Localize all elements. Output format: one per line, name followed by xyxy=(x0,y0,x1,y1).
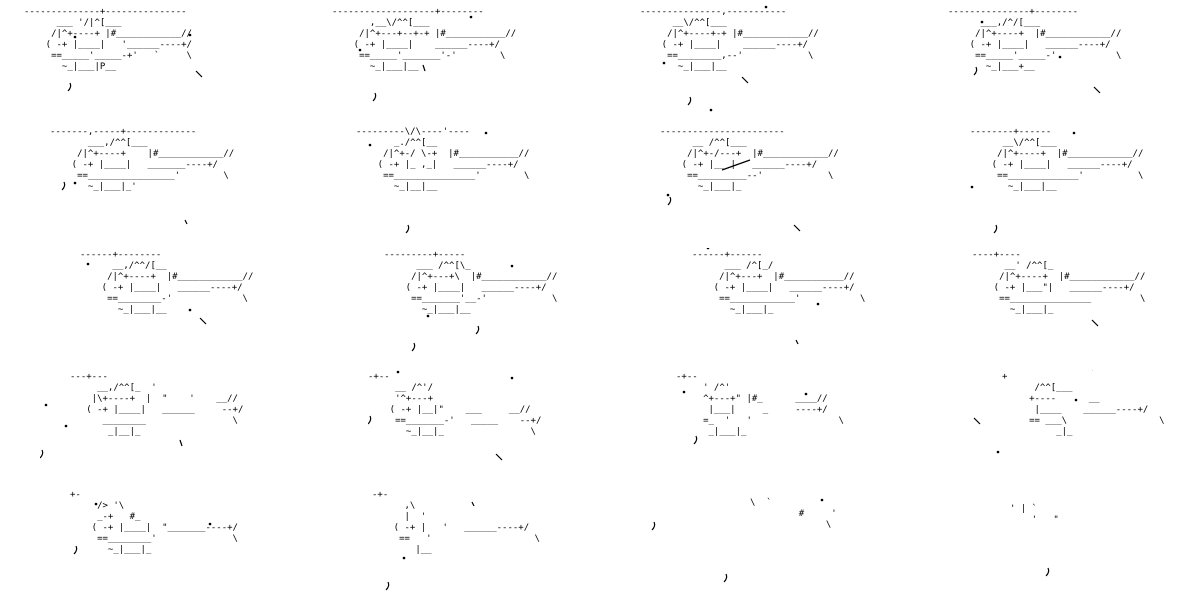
helicopter-frame-16: + /^^[___ +---- __ |____ ______----+/ ==… xyxy=(972,370,1200,490)
helicopter-frame-19: \ ` # ' \ xyxy=(650,490,950,600)
frame-ascii-art: +- /> '\ _-+ #_ ( -+ |____| "_______----… xyxy=(70,490,238,555)
helicopter-frame-14: -+-- __ /^'/ '^+---+ ( -+ |__|" ___ __//… xyxy=(368,370,668,490)
helicopter-frame-4: ---------------+-------- ___,/^/[___ /|^… xyxy=(944,5,1200,125)
frame-ascii-art: -+-- __ /^'/ '^+---+ ( -+ |__|" ___ __//… xyxy=(368,372,542,437)
helicopter-frame-13: ---+--- __,/^^[_ ' |\+----+ | " ' __// (… xyxy=(40,370,340,490)
frame-ascii-art: -------,-----+------------- ___,/^^[___ … xyxy=(50,127,235,192)
frame-ascii-art: ---+--- __,/^^[_ ' |\+----+ | " ' __// (… xyxy=(70,372,244,437)
frame-ascii-art: -+- ,\ | ' ( -+ | ' ______----+/ == ' \ … xyxy=(372,490,540,555)
frame-ascii-art: + /^^[___ +---- __ |____ ______----+/ ==… xyxy=(1002,372,1165,437)
helicopter-frame-20: ' | ` ' " xyxy=(990,490,1200,600)
frame-ascii-art: ' | ` ' " xyxy=(1010,504,1059,525)
helicopter-frame-7: ----------------------- __ /^^[___ /|^+-… xyxy=(660,125,960,245)
frame-ascii-art: --------------+--------------- ___ '/|^[… xyxy=(24,7,192,72)
helicopter-frame-9: ------+-------- __,/^^/[__ /|^+----+ |#_… xyxy=(80,248,380,368)
frame-ascii-art: ----+---- __' /^^[_ /|^+----+ |#________… xyxy=(972,250,1146,315)
frame-ascii-art: ---------------+-------- ___,/^/[___ /|^… xyxy=(948,7,1122,72)
helicopter-frame-5: -------,-----+------------- ___,/^^[___ … xyxy=(50,125,350,245)
helicopter-frame-18: -+- ,\ | ' ( -+ | ' ______----+/ == ' \ … xyxy=(372,490,672,600)
helicopter-frame-17: +- /> '\ _-+ #_ ( -+ |____| "_______----… xyxy=(70,490,370,600)
frame-ascii-art: -+-- ' /^' ^+---+" |#_ ____// |___| _ --… xyxy=(676,372,844,437)
frame-ascii-art: --------+------ __\/^^[___ /|^+----+ |#_… xyxy=(970,127,1144,192)
helicopter-frame-8: --------+------ __\/^^[___ /|^+----+ |#_… xyxy=(970,125,1200,245)
helicopter-frame-11: ------+------ ___ /^[_/ /|^+---+ |#_____… xyxy=(692,248,992,368)
frame-ascii-art: ------+-------- __,/^^/[__ /|^+----+ |#_… xyxy=(80,250,254,315)
helicopter-frame-10: ---------+----- ___ /^^[\_ /|^+---+\ |#_… xyxy=(384,248,684,368)
frame-ascii-art: \ ` # ' \ xyxy=(750,498,837,530)
helicopter-frame-3: ---------------,----------- __\/^^[___ /… xyxy=(636,5,936,125)
helicopter-frame-12: ----+---- __' /^^[_ /|^+----+ |#________… xyxy=(972,248,1200,368)
helicopter-frame-15: -+-- ' /^' ^+---+" |#_ ____// |___| _ --… xyxy=(676,370,976,490)
helicopter-frame-6: ---------\/\----'---- _./^^[__ /|^+-/ \-… xyxy=(356,125,656,245)
frame-ascii-art: ----------------------- __ /^^[___ /|^+-… xyxy=(660,127,839,192)
frame-ascii-art: -------------------+-------- ,__\/^^[___… xyxy=(332,7,517,72)
helicopter-frame-2: -------------------+-------- ,__\/^^[___… xyxy=(328,5,628,125)
frame-ascii-art: ---------+----- ___ /^^[\_ /|^+---+\ |#_… xyxy=(384,250,558,315)
helicopter-frame-1: --------------+--------------- ___ '/|^[… xyxy=(20,5,320,125)
frame-ascii-art: ---------\/\----'---- _./^^[__ /|^+-/ \-… xyxy=(356,127,530,192)
frame-ascii-art: ---------------,----------- __\/^^[___ /… xyxy=(640,7,819,72)
frame-ascii-art: ------+------ ___ /^[_/ /|^+---+ |#_____… xyxy=(692,250,866,315)
